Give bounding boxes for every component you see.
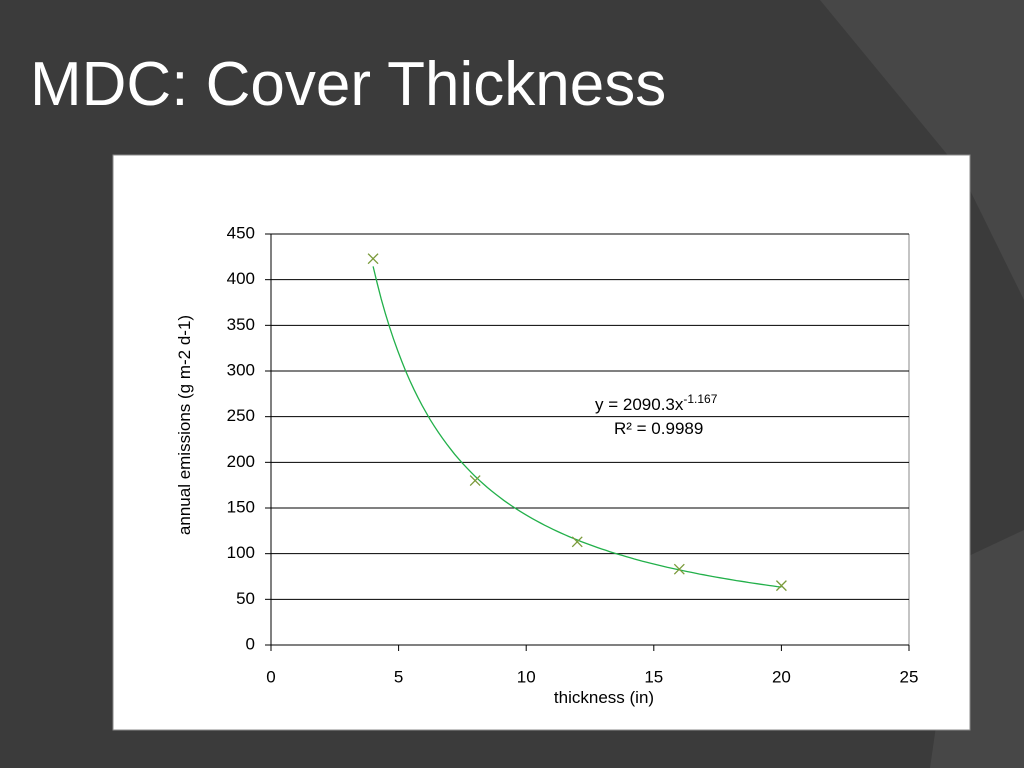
y-tick-label: 100 bbox=[227, 543, 255, 562]
background-shape bbox=[820, 0, 1024, 300]
y-tick-label: 200 bbox=[227, 452, 255, 471]
y-tick-label: 150 bbox=[227, 497, 255, 516]
slide-title: MDC: Cover Thickness bbox=[30, 50, 666, 119]
point bbox=[775, 580, 787, 592]
y-tick-label: 0 bbox=[246, 634, 255, 653]
chart-area bbox=[112, 154, 971, 731]
point bbox=[673, 563, 685, 575]
point bbox=[571, 536, 583, 548]
x-axis-title: thickness (in) bbox=[554, 688, 654, 707]
trendline bbox=[372, 266, 782, 588]
point bbox=[469, 475, 481, 487]
point bbox=[367, 253, 379, 265]
r-squared: R² = 0.9989 bbox=[614, 419, 703, 438]
x-tick-label: 5 bbox=[394, 667, 403, 686]
y-tick-label: 50 bbox=[236, 589, 255, 608]
x-tick-label: 0 bbox=[266, 667, 275, 686]
x-tick-label: 15 bbox=[644, 667, 663, 686]
y-tick-label: 300 bbox=[227, 360, 255, 379]
plot: 0 50 100 150 200 250 300 350 400 450 0 5 10 15 20 25 bbox=[227, 223, 919, 686]
x-tick-label: 25 bbox=[900, 667, 919, 686]
trendline-equation: y = 2090.3x-1.167 bbox=[595, 392, 718, 414]
y-tick-label: 450 bbox=[227, 223, 255, 242]
x-tick-label: 20 bbox=[772, 667, 791, 686]
y-tick-label: 250 bbox=[227, 406, 255, 425]
y-axis-title: annual emissions (g m-2 d-1) bbox=[175, 315, 194, 535]
equation: y = 2090.3x bbox=[595, 395, 684, 414]
y-tick-label: 350 bbox=[227, 315, 255, 334]
y-tick-label: 400 bbox=[227, 269, 255, 288]
x-tick-label: 10 bbox=[517, 667, 536, 686]
equation-exponent: -1.167 bbox=[683, 392, 717, 406]
